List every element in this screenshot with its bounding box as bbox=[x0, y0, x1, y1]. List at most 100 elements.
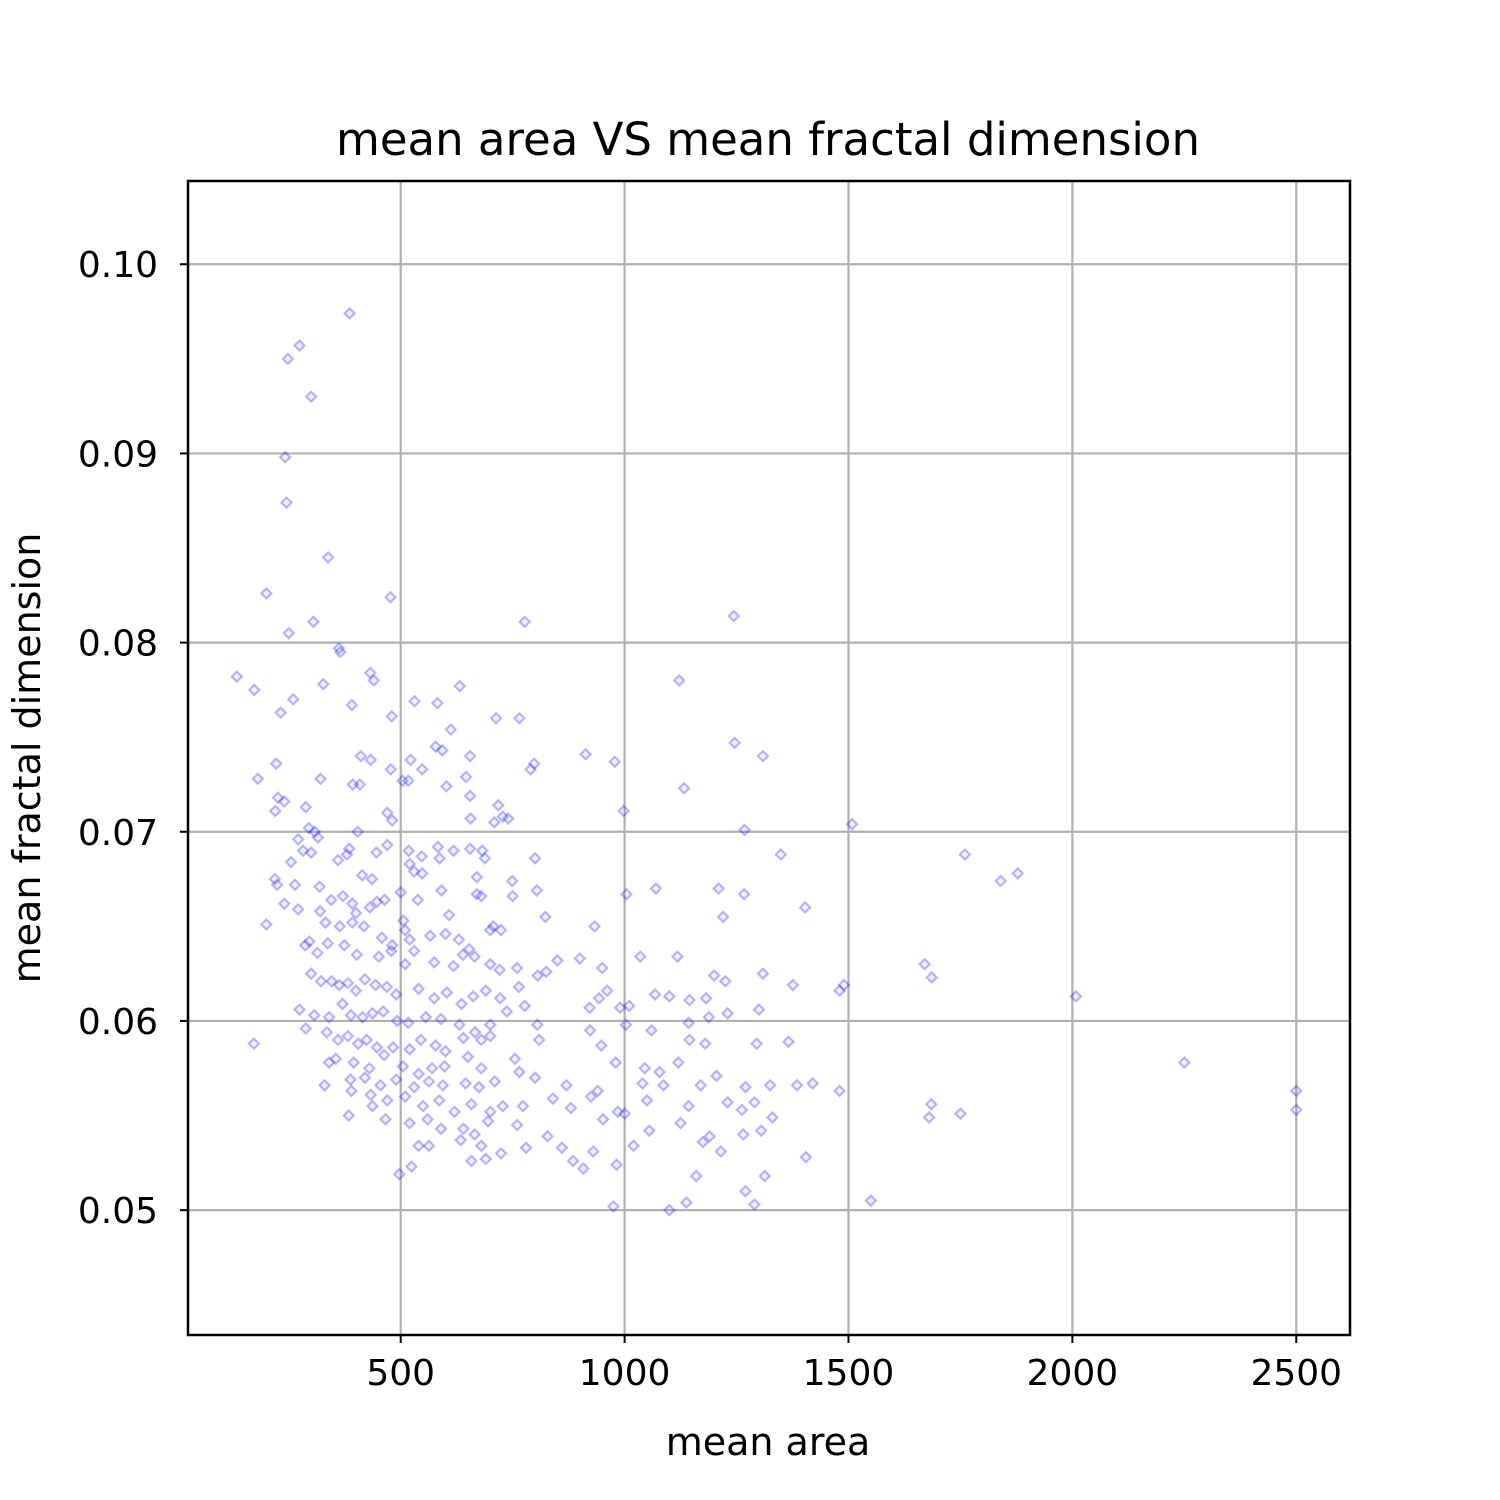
data-point bbox=[392, 1167, 406, 1181]
data-point bbox=[516, 1099, 530, 1113]
data-point bbox=[318, 916, 333, 930]
data-point bbox=[314, 974, 328, 988]
data-point bbox=[333, 645, 347, 659]
data-point bbox=[365, 872, 379, 886]
data-point bbox=[351, 825, 365, 839]
data-point bbox=[422, 1139, 436, 1153]
data-point bbox=[512, 980, 526, 994]
data-point bbox=[1069, 989, 1083, 1003]
data-point bbox=[656, 1078, 671, 1092]
data-point bbox=[1011, 866, 1025, 880]
data-point bbox=[728, 736, 742, 750]
data-point bbox=[396, 914, 410, 928]
data-point bbox=[230, 670, 244, 684]
data-point bbox=[447, 1105, 461, 1119]
data-point bbox=[474, 1139, 488, 1153]
data-point bbox=[416, 1099, 430, 1113]
data-point bbox=[596, 1112, 610, 1126]
data-point bbox=[296, 844, 310, 858]
data-point bbox=[302, 821, 316, 835]
data-point bbox=[528, 851, 542, 865]
data-point bbox=[345, 698, 359, 712]
data-point bbox=[351, 1037, 365, 1051]
data-point bbox=[709, 1069, 723, 1083]
data-point bbox=[617, 804, 631, 818]
data-point bbox=[613, 1001, 627, 1015]
data-point bbox=[320, 1025, 334, 1039]
data-point bbox=[677, 781, 691, 795]
data-point bbox=[430, 696, 444, 710]
data-point bbox=[738, 823, 752, 837]
data-point bbox=[376, 1004, 390, 1019]
data-point bbox=[488, 1074, 502, 1089]
data-point bbox=[474, 1061, 488, 1075]
data-point bbox=[682, 993, 697, 1007]
data-point bbox=[747, 1197, 762, 1212]
data-point bbox=[671, 1056, 685, 1070]
data-point bbox=[958, 847, 972, 862]
data-point bbox=[419, 1010, 433, 1024]
data-point bbox=[523, 762, 538, 776]
data-point bbox=[550, 953, 564, 967]
data-point bbox=[429, 1038, 443, 1053]
data-point bbox=[470, 887, 484, 901]
y-tick-label: 0.09 bbox=[78, 434, 158, 475]
data-point bbox=[626, 1139, 641, 1153]
data-point bbox=[864, 1194, 878, 1208]
data-point bbox=[649, 881, 663, 896]
data-point bbox=[721, 1006, 735, 1020]
data-point bbox=[403, 1042, 417, 1056]
data-point bbox=[398, 923, 412, 937]
data-point bbox=[446, 959, 461, 973]
data-point bbox=[434, 883, 449, 897]
data-point bbox=[396, 1059, 410, 1073]
data-point bbox=[438, 1044, 453, 1058]
data-point bbox=[555, 1141, 569, 1155]
data-point bbox=[747, 1095, 762, 1109]
y-axis-label: mean fractal dimension bbox=[5, 533, 49, 984]
data-point bbox=[456, 1122, 470, 1136]
data-point bbox=[423, 929, 437, 943]
data-point bbox=[506, 889, 520, 903]
data-point bbox=[268, 804, 282, 818]
data-point bbox=[403, 753, 418, 767]
data-point bbox=[622, 999, 636, 1013]
data-point bbox=[798, 900, 812, 915]
data-point bbox=[403, 1116, 417, 1130]
data-point bbox=[331, 853, 345, 867]
data-point bbox=[427, 955, 441, 969]
data-point bbox=[346, 777, 360, 792]
data-point bbox=[415, 762, 429, 776]
data-point bbox=[378, 1112, 393, 1126]
data-point bbox=[799, 1150, 813, 1164]
data-point bbox=[718, 974, 732, 988]
data-point bbox=[306, 615, 320, 629]
data-point bbox=[259, 586, 273, 600]
data-point bbox=[407, 1080, 421, 1094]
data-point bbox=[925, 970, 939, 985]
data-point bbox=[466, 989, 480, 1003]
data-point bbox=[491, 798, 505, 812]
data-point bbox=[313, 904, 327, 918]
data-point bbox=[398, 957, 412, 971]
data-point bbox=[493, 991, 507, 1005]
data-point bbox=[292, 339, 307, 353]
data-point bbox=[608, 755, 622, 769]
data-point bbox=[378, 893, 392, 907]
data-point bbox=[365, 1099, 380, 1113]
data-point bbox=[652, 1065, 667, 1079]
data-point bbox=[353, 777, 367, 792]
data-point bbox=[278, 450, 292, 464]
data-point bbox=[527, 757, 541, 771]
data-point bbox=[310, 946, 324, 960]
data-point bbox=[735, 1103, 749, 1117]
data-point bbox=[754, 1124, 768, 1138]
data-point bbox=[682, 1099, 696, 1113]
data-point bbox=[407, 944, 421, 958]
data-point bbox=[756, 967, 770, 981]
data-point bbox=[1177, 1056, 1191, 1070]
data-point bbox=[362, 1061, 376, 1075]
data-point bbox=[837, 978, 851, 992]
data-point bbox=[463, 811, 478, 826]
data-point bbox=[541, 1129, 555, 1143]
